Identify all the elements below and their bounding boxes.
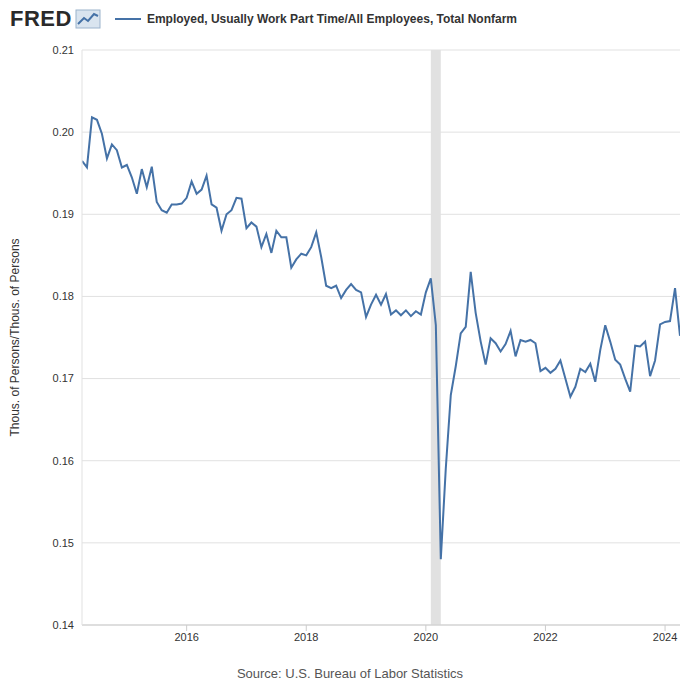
svg-text:0.21: 0.21 [53,44,74,56]
svg-text:0.15: 0.15 [53,537,74,549]
svg-text:0.14: 0.14 [53,619,74,631]
svg-text:0.19: 0.19 [53,208,74,220]
svg-text:0.16: 0.16 [53,455,74,467]
svg-text:2024: 2024 [653,631,677,643]
svg-text:2020: 2020 [414,631,438,643]
svg-text:Thous. of Persons/Thous. of Pe: Thous. of Persons/Thous. of Persons [8,238,22,436]
svg-text:2016: 2016 [174,631,198,643]
svg-text:0.18: 0.18 [53,290,74,302]
html-text:Employed, Usually Work Part Ti: Employed, Usually Work Part Time/All Emp… [146,12,517,26]
svg-text:0.20: 0.20 [53,126,74,138]
html-text:Source: U.S. Bureau of Labor S: Source: U.S. Bureau of Labor Statistics [236,666,464,681]
html-text:FRED: FRED [10,6,72,31]
svg-text:0.17: 0.17 [53,372,74,384]
svg-text:2022: 2022 [533,631,557,643]
svg-text:2018: 2018 [294,631,318,643]
